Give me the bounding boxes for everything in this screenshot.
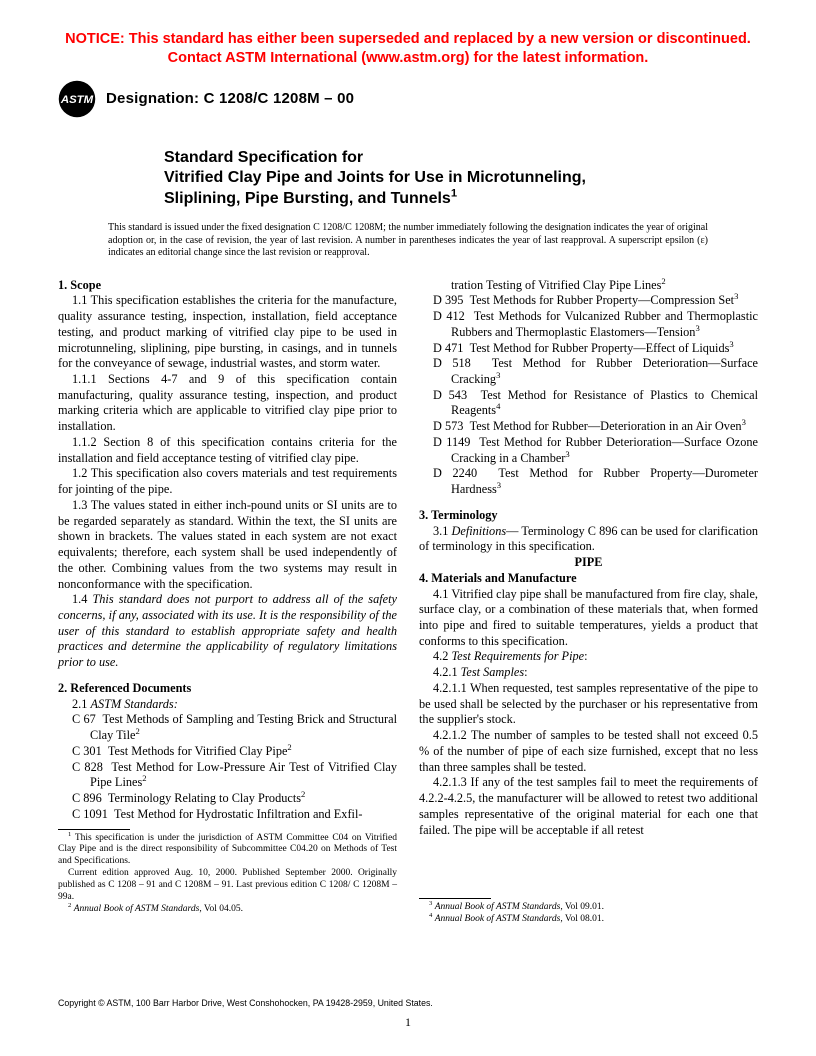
fn2: 2 Annual Book of ASTM Standards, Vol 04.…: [58, 904, 397, 916]
notice-banner: NOTICE: This standard has either been su…: [58, 30, 758, 68]
notice-line2: Contact ASTM International (www.astm.org…: [168, 50, 649, 66]
footnote-rule-col1: [58, 829, 130, 830]
fn1b: Current edition approved Aug. 10, 2000. …: [58, 868, 397, 904]
p1-4-italic: This standard does not purport to addres…: [58, 592, 397, 669]
ref-c828: C 828 Test Method for Low-Pressure Air T…: [58, 760, 397, 791]
p2-1: 2.1 ASTM Standards:: [58, 697, 397, 713]
ref-c1091: C 1091 Test Method for Hydrostatic Infil…: [58, 807, 397, 823]
ref-d1149: D 1149 Test Method for Rubber Deteriorat…: [419, 435, 758, 466]
footnotes-col1: 1 This specification is under the jurisd…: [58, 833, 397, 916]
ref-d395: D 395 Test Methods for Rubber Property—C…: [419, 293, 758, 309]
scope-head: 1. Scope: [58, 278, 397, 294]
ref-c301: C 301 Test Methods for Vitrified Clay Pi…: [58, 744, 397, 760]
notice-line1: NOTICE: This standard has either been su…: [65, 31, 751, 47]
svg-text:ASTM: ASTM: [60, 93, 94, 105]
ref-c67: C 67 Test Methods of Sampling and Testin…: [58, 712, 397, 743]
p4-1: 4.1 Vitrified clay pipe shall be manufac…: [419, 587, 758, 650]
p1-3: 1.3 The values stated in either inch-pou…: [58, 498, 397, 592]
document-page: NOTICE: This standard has either been su…: [0, 0, 816, 1056]
designation-label: Designation: C 1208/C 1208M – 00: [106, 90, 354, 107]
title-block: Standard Specification for Vitrified Cla…: [164, 148, 718, 210]
ref-d573: D 573 Test Method for Rubber—Deteriorati…: [419, 419, 758, 435]
p1-2: 1.2 This specification also covers mater…: [58, 466, 397, 497]
p4-2-1-1: 4.2.1.1 When requested, test samples rep…: [419, 681, 758, 728]
p1-4-prefix: 1.4: [72, 592, 92, 606]
title-label: Standard Specification for: [164, 148, 718, 169]
fn3: 3 Annual Book of ASTM Standards, Vol 09.…: [419, 902, 758, 914]
title-line1: Vitrified Clay Pipe and Joints for Use i…: [164, 169, 586, 186]
pipe-head: PIPE: [419, 555, 758, 571]
ref-d412: D 412 Test Methods for Vulcanized Rubber…: [419, 309, 758, 340]
refs-head: 2. Referenced Documents: [58, 681, 397, 697]
ref-d471: D 471 Test Method for Rubber Property—Ef…: [419, 341, 758, 357]
p1-1: 1.1 This specification establishes the c…: [58, 293, 397, 372]
ref-d2240: D 2240 Test Method for Rubber Property—D…: [419, 466, 758, 497]
ref-d543: D 543 Test Method for Resistance of Plas…: [419, 388, 758, 419]
p2-1-italic: ASTM Standards:: [90, 697, 177, 711]
p4-2-1: 4.2.1 Test Samples:: [419, 665, 758, 681]
p3-1: 3.1 Definitions— Terminology C 896 can b…: [419, 524, 758, 555]
page-number: 1: [0, 1015, 816, 1030]
term-head: 3. Terminology: [419, 508, 758, 524]
footnote-rule-col2: [419, 898, 491, 899]
materials-head: 4. Materials and Manufacture: [419, 571, 758, 587]
header-row: ASTM Designation: C 1208/C 1208M – 00: [58, 80, 758, 118]
ref-c1091-cont: tration Testing of Vitrified Clay Pipe L…: [419, 278, 758, 294]
astm-logo-icon: ASTM: [58, 80, 96, 118]
p4-2-1-3: 4.2.1.3 If any of the test samples fail …: [419, 775, 758, 838]
p1-1-2: 1.1.2 Section 8 of this specification co…: [58, 435, 397, 466]
p1-1-1: 1.1.1 Sections 4-7 and 9 of this specifi…: [58, 372, 397, 435]
p1-4: 1.4 This standard does not purport to ad…: [58, 592, 397, 671]
ref-c896: C 896 Terminology Relating to Clay Produ…: [58, 791, 397, 807]
issuance-note: This standard is issued under the fixed …: [108, 222, 708, 260]
ref-d518: D 518 Test Method for Rubber Deteriorati…: [419, 356, 758, 387]
footnotes-col2: 3 Annual Book of ASTM Standards, Vol 09.…: [419, 902, 758, 926]
fn1: 1 This specification is under the jurisd…: [58, 833, 397, 869]
copyright-line: Copyright © ASTM, 100 Barr Harbor Drive,…: [58, 998, 433, 1008]
title-line2: Sliplining, Pipe Bursting, and Tunnels: [164, 190, 451, 207]
p4-2-1-2: 4.2.1.2 The number of samples to be test…: [419, 728, 758, 775]
body-columns: 1. Scope 1.1 This specification establis…: [58, 278, 758, 926]
title-main: Vitrified Clay Pipe and Joints for Use i…: [164, 168, 718, 210]
fn4: 4 Annual Book of ASTM Standards, Vol 08.…: [419, 914, 758, 926]
p4-2: 4.2 Test Requirements for Pipe:: [419, 649, 758, 665]
p2-1-prefix: 2.1: [72, 697, 90, 711]
title-superscript: 1: [451, 188, 457, 200]
